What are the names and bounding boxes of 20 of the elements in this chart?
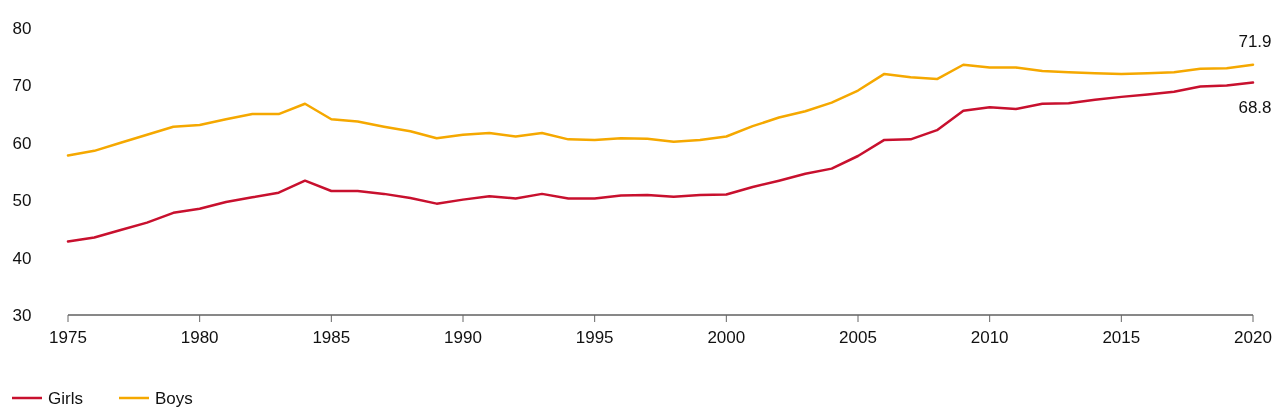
x-tick-label: 1975 — [49, 328, 87, 347]
y-tick-label: 80 — [12, 19, 32, 38]
y-tick-label: 60 — [12, 133, 32, 153]
annotation: 68.8 — [1238, 97, 1272, 117]
x-tick-label: 1995 — [575, 328, 614, 347]
x-tick-label: 2015 — [1102, 328, 1141, 347]
x-tick-label: 2000 — [707, 328, 746, 347]
legend-label: Boys — [155, 389, 193, 408]
x-tick-label: 1990 — [444, 328, 482, 347]
x-tick-label: 1985 — [312, 328, 351, 347]
y-tick-label: 70 — [12, 76, 32, 96]
y-tick-label: 30 — [12, 306, 32, 325]
x-tick-label: 1980 — [180, 328, 219, 347]
y-tick-label: 50 — [12, 191, 32, 211]
annotation: 71.9 — [1238, 31, 1272, 51]
y-tick-label: 40 — [12, 248, 32, 268]
x-tick-label: 2020 — [1234, 328, 1272, 347]
legend-label: Girls — [48, 389, 83, 408]
x-tick-label: 2010 — [970, 328, 1009, 347]
x-tick-label: 2005 — [839, 328, 877, 347]
